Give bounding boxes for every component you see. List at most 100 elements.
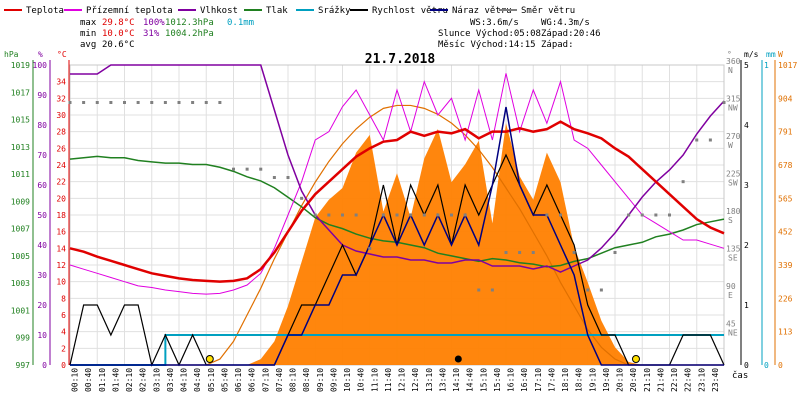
x-tick-label: 17:40 [547,368,556,392]
temperature-tick: 22 [56,178,66,187]
wind-direction-point [218,101,222,104]
temperature-tick: 24 [56,161,66,170]
stat-sun: Slunce Východ:05:08 [438,29,541,39]
wind-direction-point [422,213,426,217]
wind-direction-point [300,196,304,200]
x-tick-label: 02:10 [125,368,134,392]
x-tick-label: 02:40 [139,368,148,392]
solar-tick: 452 [778,228,793,237]
solar-tick: 0 [778,361,783,370]
axes: 9979991001100310051007100910111013101510… [4,50,797,370]
direction-tick-name: W [728,141,733,150]
temperature-tick: 26 [56,144,66,153]
stat-avg-temp: 20.6°C [102,40,135,50]
x-tick-label: 08:10 [289,368,298,392]
temperature-tick: 6 [61,311,66,320]
solar-tick: 678 [778,161,793,170]
wind-direction-point [150,101,154,104]
stat-moon: Měsíc Východ:14:15 [438,40,536,50]
humidity-unit: % [38,50,43,59]
legend-label: Náraz větru [452,6,512,16]
wind-direction-point [627,213,631,217]
pressure-tick: 1009 [11,197,30,206]
x-tick-label: 00:10 [71,368,80,392]
pressure-tick: 1005 [11,252,30,261]
x-tick-label: 20:10 [616,368,625,392]
direction-unit: ° [727,50,732,59]
wind-unit: m/s [744,50,759,59]
x-tick-label: 07:40 [275,368,284,392]
wind-direction-points [68,101,726,292]
x-tick-label: 21:40 [656,368,665,392]
wind-direction-point [395,213,399,217]
wind-direction-point [722,101,726,104]
solar-tick: 1017 [778,61,797,70]
stat-min-press: 1004.2hPa [165,29,214,39]
humidity-tick: 80 [37,121,47,130]
temperature-tick: 16 [56,228,66,237]
direction-tick-deg: 360 [726,57,741,66]
wind-tick: 4 [744,121,749,130]
wind-direction-point [341,213,344,217]
legend-label: Přízemní teplota [86,6,173,16]
x-tick-label: 13:10 [425,368,434,392]
wind-tick: 3 [744,181,749,190]
x-tick-label: 20:40 [629,368,638,392]
wind-direction-point [640,213,644,217]
x-tick-label: 10:10 [343,368,352,392]
legend-label: Vlhkost [200,6,238,16]
humidity-tick: 50 [37,211,47,220]
wind-direction-point [191,101,195,104]
wind-direction-point [681,180,685,184]
wind-tick: 1 [744,301,749,310]
x-tick-label: 15:40 [493,368,502,392]
wind-direction-point [368,246,372,250]
direction-tick-name: S [728,216,733,225]
wind-direction-point [490,288,494,292]
x-tick-label: 10:40 [357,368,366,392]
x-tick-labels: 00:10 00:40 01:10 01:40 02:10 02:40 03:10 03:40… [71,368,720,392]
rain-tick: 1 [764,61,769,70]
direction-tick-name: SW [728,179,738,188]
chart-title: 21.7.2018 [365,52,436,67]
x-tick-label: 01:10 [98,368,107,392]
x-tick-label: 14:40 [466,368,475,392]
stat-min-temp: 10.0°C [102,29,135,39]
x-tick-label: 14:10 [452,368,461,392]
wind-direction-point [436,213,440,217]
wind-direction-point [123,101,126,104]
stat-min-label: min [80,29,96,39]
legend-label: Srážky [318,6,351,16]
wind-direction-point [708,138,712,142]
wind-direction-point [68,101,72,104]
wind-direction-point [409,213,413,217]
stat-min-hum: 31% [143,29,160,39]
solar-unit: W [778,50,783,59]
solar-tick: 565 [778,194,793,203]
wind-direction-point [545,213,549,217]
x-tick-label: 23:40 [711,368,720,392]
x-tick-label: 18:10 [561,368,570,392]
solar-tick: 791 [778,128,793,137]
stat-wg: WG:4.3m/s [541,18,590,28]
x-tick-label: 04:10 [180,368,189,392]
x-tick-label: 12:10 [398,368,407,392]
legend-label: Směr větru [521,6,575,16]
humidity-tick: 30 [37,271,47,280]
wind-direction-point [286,176,290,179]
wind-direction-point [668,213,671,217]
wind-direction-point [82,101,86,104]
direction-tick-name: NE [728,329,738,338]
pressure-tick: 1001 [11,306,30,315]
direction-tick-deg: 90 [726,282,736,291]
pressure-unit: hPa [4,50,19,59]
direction-tick-deg: 315 [726,95,741,104]
pressure-tick: 1003 [11,279,30,288]
rain-unit: mm [766,50,776,59]
wind-direction-point [259,167,263,171]
direction-tick-name: N [728,66,733,75]
x-tick-label: 05:10 [207,368,216,392]
direction-tick-deg: 270 [726,132,741,141]
solar-tick: 339 [778,261,793,270]
